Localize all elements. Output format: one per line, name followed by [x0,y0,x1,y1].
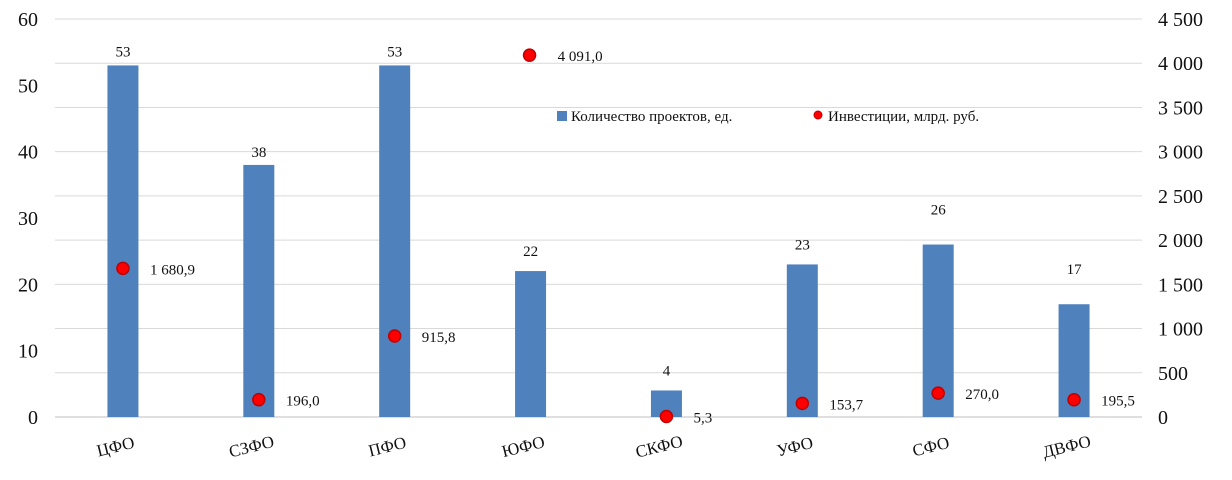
bar-data-label: 53 [387,44,402,60]
right-y-tick-label: 0 [1158,407,1168,429]
point-data-label: 195,5 [1101,394,1135,410]
category-label: ДВФО [1041,432,1093,462]
bar-series [107,65,1090,417]
category-label: СФО [910,433,951,460]
investment-point [659,409,674,424]
category-label: ЮФО [500,432,547,461]
legend-label-projects: Количество проектов, ед. [571,109,732,125]
investment-point [522,48,537,62]
left-y-tick-label: 10 [18,341,38,363]
point-data-label: 196,0 [286,394,320,410]
bar-data-label: 26 [931,203,947,219]
left-y-tick-label: 60 [18,9,38,31]
left-y-tick-label: 40 [18,142,38,164]
right-y-tick-label: 1 000 [1158,319,1203,341]
point-data-label: 153,7 [829,397,863,413]
bar-data-label: 23 [795,237,810,253]
left-y-tick-label: 30 [18,208,38,230]
point-data-label: 4 091,0 [558,49,603,65]
right-y-tick-label: 3 000 [1158,142,1203,164]
x-axis: ЦФО СЗФО ПФО ЮФО СКФО УФО СФО ДВФО [95,432,1093,462]
legend: Количество проектов, ед. Инвестиции, млрд… [557,109,979,125]
bar-data-label: 4 [663,363,671,379]
bar [786,264,818,417]
bar [515,271,547,417]
category-label: ПФО [367,433,409,461]
left-y-axis: 0 10 20 30 40 50 60 [18,9,38,429]
point-data-label: 1 680,9 [150,262,195,278]
category-label: УФО [775,433,815,460]
right-y-tick-label: 500 [1158,363,1188,385]
scatter-series [116,48,1081,424]
category-label: СЗФО [227,432,276,462]
left-y-tick-label: 20 [18,274,38,296]
investment-point [795,396,810,411]
right-y-axis: 0 500 1 000 1 500 2 000 2 500 3 000 3 500 4 000 4… [1158,9,1203,429]
investment-point [931,386,945,400]
bar-data-label: 22 [523,244,538,260]
data-labels: 53 38 53 22 4 23 26 17 1 680,9 196,0 915,8 4 091,0 5… [115,44,1134,426]
bar [379,65,411,417]
category-label: ЦФО [95,433,137,461]
category-label: СКФО [634,432,685,462]
investment-point [116,261,130,276]
investment-point [1067,392,1081,407]
gridlines [55,18,1142,418]
right-y-tick-label: 4 000 [1158,53,1203,75]
left-y-tick-label: 0 [28,407,38,429]
right-y-tick-label: 4 500 [1158,9,1203,31]
legend-label-investments: Инвестиции, млрд. руб. [828,109,979,125]
right-y-tick-label: 2 500 [1158,186,1203,208]
bar-data-label: 38 [251,145,266,161]
point-data-label: 915,8 [422,330,456,346]
investment-point [252,392,266,407]
right-y-tick-label: 2 000 [1158,230,1203,252]
right-y-tick-label: 1 500 [1158,274,1203,296]
bar-data-label: 53 [115,44,130,60]
investment-point [387,329,402,343]
right-y-tick-label: 3 500 [1158,97,1203,119]
legend-bar-swatch [557,111,567,121]
legend-point-swatch [813,110,823,120]
left-y-tick-label: 50 [18,75,38,97]
bar [243,164,275,417]
point-data-label: 270,0 [965,387,999,403]
bar [107,65,139,417]
point-data-label: 5,3 [693,411,712,427]
bar-data-label: 17 [1067,262,1083,278]
